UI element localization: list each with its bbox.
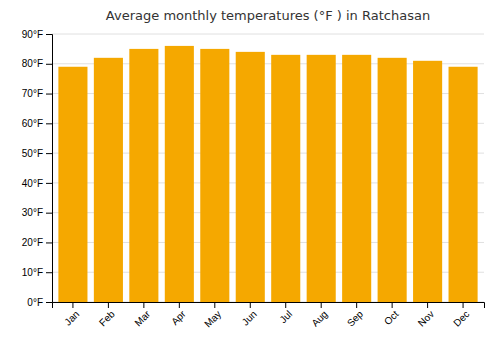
bar bbox=[449, 67, 478, 302]
chart: 0°F 10°F 20°F 30°F 40°F 50°F 60°F 70°F 80°F 90°F J… bbox=[0, 0, 500, 350]
y-axis: 0°F 10°F 20°F 30°F 40°F 50°F 60°F 70°F 80°F 90°F bbox=[22, 29, 53, 308]
y-tick-mark bbox=[46, 242, 52, 243]
x-tick: Apr bbox=[169, 302, 188, 327]
x-tick: Jun bbox=[240, 302, 259, 328]
x-tick-mark bbox=[392, 302, 393, 308]
x-tick: Feb bbox=[97, 302, 117, 328]
bar bbox=[129, 49, 158, 302]
y-tick: 60°F bbox=[22, 118, 52, 129]
x-tick-mark bbox=[179, 302, 180, 308]
bar bbox=[165, 46, 194, 302]
y-tick-label: 0°F bbox=[27, 297, 43, 308]
x-tick-mark bbox=[285, 302, 286, 308]
x-tick-label: Apr bbox=[169, 308, 188, 327]
x-tick-label: May bbox=[202, 308, 223, 329]
x-tick-label: Sep bbox=[345, 308, 366, 329]
plot: 0°F 10°F 20°F 30°F 40°F 50°F 60°F 70°F 80°F 90°F J… bbox=[22, 29, 485, 330]
x-tick: Aug bbox=[309, 302, 329, 329]
x-axis-line bbox=[53, 303, 485, 309]
y-tick-mark bbox=[46, 153, 52, 154]
x-tick-label: Jan bbox=[62, 308, 81, 327]
x-tick-label: Nov bbox=[416, 308, 436, 328]
y-tick: 0°F bbox=[27, 297, 52, 308]
x-tick-label: Mar bbox=[132, 308, 152, 328]
y-tick-label: 20°F bbox=[22, 237, 43, 248]
x-tick-label: Oct bbox=[382, 308, 401, 327]
bar bbox=[94, 58, 123, 302]
x-tick-mark bbox=[463, 302, 464, 308]
y-tick-mark bbox=[46, 302, 52, 303]
bar bbox=[58, 67, 87, 302]
x-tick-mark bbox=[143, 302, 144, 308]
y-tick-mark bbox=[46, 213, 52, 214]
x-axis: Jan Feb Mar Apr May Jun Jul Aug Sep Oct Nov Dec bbox=[53, 302, 485, 330]
x-tick-label: Aug bbox=[309, 308, 329, 328]
y-tick: 70°F bbox=[22, 88, 52, 99]
bar bbox=[307, 55, 336, 302]
bar bbox=[271, 55, 300, 302]
x-tick-mark bbox=[427, 302, 428, 308]
y-tick-mark bbox=[46, 183, 52, 184]
x-tick-label: Jul bbox=[277, 308, 294, 325]
x-tick-mark bbox=[72, 302, 73, 308]
y-tick-label: 70°F bbox=[22, 88, 43, 99]
bar bbox=[378, 58, 407, 302]
y-tick: 40°F bbox=[22, 178, 52, 189]
x-tick-mark bbox=[356, 302, 357, 308]
title: Average monthly temperatures (°F ) in Ra… bbox=[106, 8, 430, 23]
x-tick: Sep bbox=[345, 302, 366, 329]
bar bbox=[236, 52, 265, 302]
y-tick-mark bbox=[46, 123, 52, 124]
x-tick-mark bbox=[108, 302, 109, 308]
x-tick: Jul bbox=[277, 302, 294, 325]
y-tick-label: 30°F bbox=[22, 207, 43, 218]
x-tick-mark bbox=[321, 302, 322, 308]
y-tick-label: 50°F bbox=[22, 148, 43, 159]
y-tick-label: 60°F bbox=[22, 118, 43, 129]
y-tick-label: 40°F bbox=[22, 178, 43, 189]
bars bbox=[58, 46, 477, 302]
bar bbox=[342, 55, 371, 302]
x-tick: Dec bbox=[451, 302, 471, 329]
y-tick-label: 80°F bbox=[22, 58, 43, 69]
x-tick: May bbox=[202, 302, 223, 330]
x-tick: Oct bbox=[382, 302, 401, 327]
grid-line bbox=[52, 34, 484, 35]
x-tick-label: Feb bbox=[97, 308, 117, 328]
y-tick: 90°F bbox=[22, 29, 52, 40]
y-tick: 20°F bbox=[22, 237, 52, 248]
x-tick-mark bbox=[250, 302, 251, 308]
x-tick-label: Jun bbox=[240, 308, 259, 327]
y-tick-mark bbox=[46, 94, 52, 95]
x-tick-label: Dec bbox=[451, 308, 471, 328]
y-tick: 50°F bbox=[22, 148, 52, 159]
grid bbox=[52, 34, 484, 302]
y-tick-mark bbox=[46, 64, 52, 65]
y-tick: 10°F bbox=[22, 267, 52, 278]
y-tick-mark bbox=[46, 272, 52, 273]
x-tick-mark bbox=[214, 302, 215, 308]
y-tick: 80°F bbox=[22, 58, 52, 69]
bar bbox=[413, 61, 442, 302]
x-tick: Nov bbox=[416, 302, 436, 329]
y-tick-label: 10°F bbox=[22, 267, 43, 278]
y-axis-line bbox=[46, 35, 53, 303]
y-tick-label: 90°F bbox=[22, 29, 43, 40]
y-tick: 30°F bbox=[22, 207, 52, 218]
x-tick: Jan bbox=[62, 302, 81, 328]
y-tick-mark bbox=[46, 34, 52, 35]
bar bbox=[200, 49, 229, 302]
x-tick: Mar bbox=[132, 302, 152, 328]
